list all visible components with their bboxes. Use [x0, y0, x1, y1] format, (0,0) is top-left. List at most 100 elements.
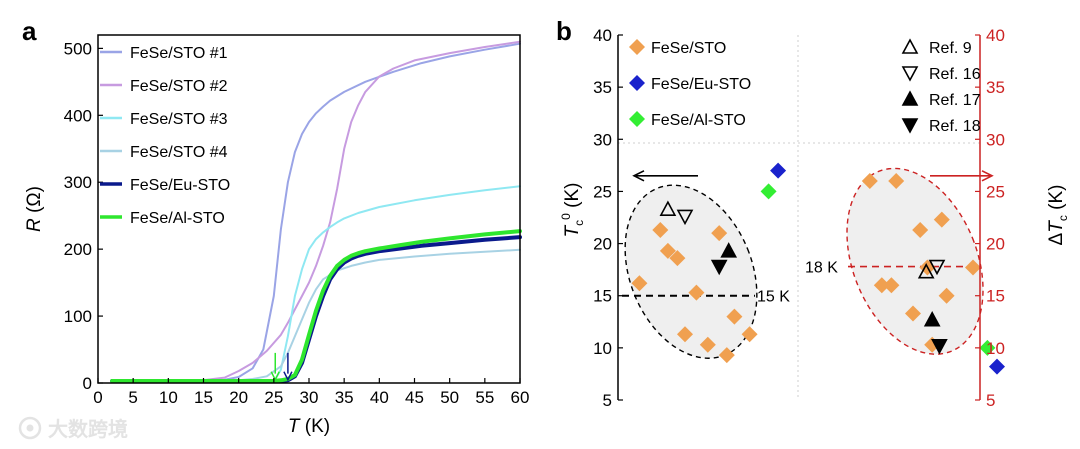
watermark-logo — [18, 416, 42, 440]
panel-a-letter: a — [22, 16, 37, 46]
panel-b-legend-left-label-3: FeSe/Al-STO — [651, 112, 746, 129]
panel-b-right-tick-label: 5 — [986, 391, 995, 410]
panel-a-legend-label-5: FeSe/Eu-STO — [130, 177, 230, 194]
panel-a-series-line-6 — [110, 229, 522, 383]
panel-b-left-group-ellipse — [624, 184, 758, 359]
panel-a-y-tick-label: 500 — [64, 39, 92, 58]
panel-b-left-tick-label: 5 — [603, 391, 612, 410]
panel-b-left-tick-label: 30 — [593, 130, 612, 149]
panel-b-left-point — [726, 308, 743, 325]
panel-a-x-tick-label: 5 — [128, 388, 137, 407]
panel-a-arrow-head-2 — [283, 371, 293, 382]
panel-b-right-tick-label: 30 — [986, 130, 1005, 149]
panel-b-legend-left-marker-3 — [629, 111, 645, 127]
panel-b-left-point — [688, 284, 705, 301]
panel-b-right-point — [928, 259, 946, 276]
panel-b-right-arrow-head — [981, 170, 994, 182]
panel-b-legend-left-marker-1 — [629, 39, 645, 55]
panel-a-x-tick-label: 20 — [229, 388, 248, 407]
panel-a-x-tick-label: 0 — [93, 388, 102, 407]
panel-b-right-point — [917, 263, 935, 279]
panel-b-right-point — [883, 277, 900, 294]
panel-a-y-tick-label: 100 — [64, 307, 92, 326]
panel-b-right-axis-title: ΔTc (K) — [1046, 185, 1070, 246]
panel-a-x-tick-label: 10 — [159, 388, 178, 407]
panel-b-right-point — [938, 287, 955, 304]
panel-a-x-tick-label: 30 — [300, 388, 319, 407]
panel-b-left-point — [677, 326, 693, 343]
panel-a-legend-label-6: FeSe/Al-STO — [130, 210, 225, 227]
panel-b-right-point — [933, 211, 950, 228]
panel-b-legend-right-label-1: Ref. 9 — [929, 40, 972, 57]
panel-b-reference-lines: 15 K 18 K — [622, 260, 978, 306]
panel-a-series-group — [110, 40, 522, 383]
panel-b-legend-left-label-2: FeSe/Eu-STO — [651, 76, 751, 93]
panel-b-legend-right-label-3: Ref. 17 — [929, 92, 981, 109]
panel-b-left-arrow-head — [632, 170, 645, 182]
panel-b-left-point — [699, 336, 716, 353]
panel-b-left-tick-label: 10 — [593, 339, 612, 358]
panel-b-left-point — [710, 259, 728, 276]
panel-b-left-tick-label: 20 — [593, 235, 612, 254]
panel-a-x-tick-label: 45 — [405, 388, 424, 407]
panel-b-left-point — [652, 222, 669, 239]
panel-b-left-point — [631, 275, 648, 292]
watermark: 大数跨境 — [18, 416, 128, 441]
panel-b-right-tick-label: 20 — [986, 235, 1005, 254]
panel-b-legend-left-marker-2 — [629, 75, 645, 91]
panel-b-right-tick-label: 15 — [986, 287, 1005, 306]
panel-a-legend-label-1: FeSe/STO #1 — [130, 45, 228, 62]
panel-b-left-point — [720, 242, 738, 258]
panel-a-y-axis-title: R (Ω) — [24, 186, 45, 232]
panel-b-right-tick-label: 35 — [986, 78, 1005, 97]
panel-b-left-point — [676, 209, 694, 226]
panel-a-x-tick-label: 25 — [264, 388, 283, 407]
panel-a-y-tick-label: 400 — [64, 106, 92, 125]
panel-b-points — [631, 162, 1005, 375]
panel-a-legend-label-4: FeSe/STO #4 — [130, 144, 228, 161]
panel-a-y-tick-label: 0 — [83, 374, 92, 393]
watermark-text: 大数跨境 — [48, 417, 128, 441]
panel-b-chart: 15 K 18 K 5 10 15 20 25 30 35 40 5 10 15 20 25 30 35 40… — [559, 26, 1070, 410]
panel-a-x-tick-label: 60 — [511, 388, 530, 407]
panel-b-left-point — [659, 200, 677, 216]
panel-b-right-point — [931, 338, 948, 355]
panel-b-left-point — [760, 183, 777, 200]
panel-b-right-point — [979, 339, 996, 356]
panel-a-legend-label-3: FeSe/STO #3 — [130, 111, 228, 128]
panel-b-legend-right-marker-1 — [901, 38, 919, 54]
watermark-logo-dot — [26, 424, 34, 432]
panel-a-legend-label-2: FeSe/STO #2 — [130, 78, 228, 95]
panel-a-x-tick-label: 40 — [370, 388, 389, 407]
panel-b-left-point — [669, 250, 686, 267]
panel-b-left-point — [770, 162, 787, 179]
panel-b-right-tick-label: 25 — [986, 182, 1005, 201]
panel-b-right-reference-label: 18 K — [805, 260, 838, 277]
panel-b-legend-right-marker-4 — [901, 118, 919, 134]
panel-b-right-tick-label: 10 — [986, 339, 1005, 358]
panel-a-x-tick-label: 15 — [194, 388, 213, 407]
panel-b-right-point — [965, 259, 981, 276]
panel-a-series-line-2 — [111, 40, 521, 382]
panel-b-left-tick-label: 35 — [593, 78, 612, 97]
panel-a-x-tick-label: 35 — [335, 388, 354, 407]
panel-b-left-axis-title: Tc0 (K) — [559, 183, 586, 238]
panel-b-left-tick-label: 15 — [593, 287, 612, 306]
panel-b-legend: FeSe/STO FeSe/Eu-STO FeSe/Al-STO Ref. 9 Ref.… — [629, 38, 981, 135]
panel-b-left-point — [711, 225, 728, 242]
panel-b-left-tick-label: 40 — [593, 26, 612, 45]
panel-b-right-group-ellipse — [846, 167, 984, 355]
panel-a-x-ticks: 0 5 10 15 20 25 30 35 40 45 50 55 60 — [93, 378, 529, 407]
panel-b-left-point — [718, 347, 735, 364]
panel-a-series-line-1 — [111, 42, 521, 382]
panel-a-x-tick-label: 50 — [440, 388, 459, 407]
panel-b-right-ticks: 5 10 15 20 25 30 35 40 — [975, 26, 1005, 410]
panel-a-y-tick-label: 300 — [64, 173, 92, 192]
panel-b-right-point — [888, 173, 905, 189]
panel-b-legend-right-marker-2 — [901, 66, 919, 82]
panel-b-right-point — [912, 222, 929, 239]
panel-b-left-point — [741, 326, 758, 343]
panel-b-legend-right-marker-3 — [901, 90, 919, 106]
panel-b-legend-right-label-4: Ref. 18 — [929, 118, 981, 135]
panel-b-legend-left-label-1: FeSe/STO — [651, 40, 726, 57]
